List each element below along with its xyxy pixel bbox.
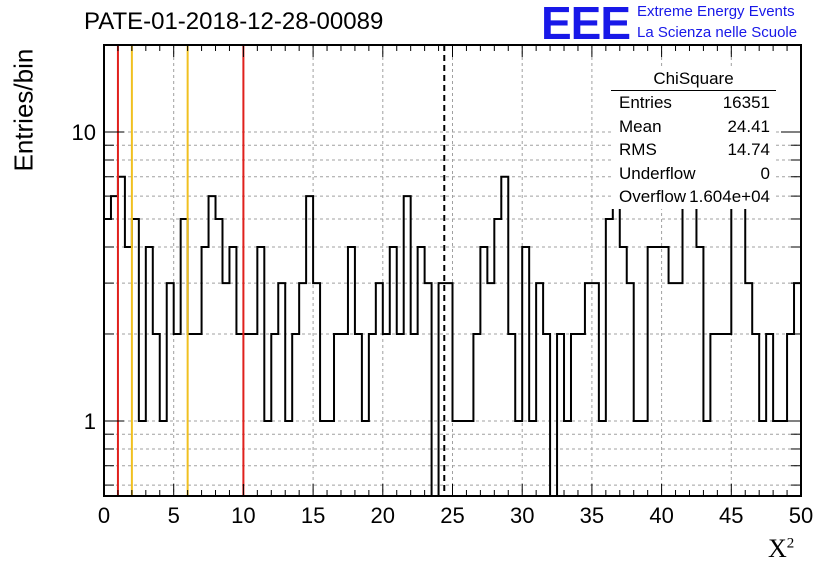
stats-row-underflow: Underflow 0 (611, 162, 776, 186)
chart-title: PATE-01-2018-12-28-00089 (84, 8, 384, 35)
x-tick-label: 45 (719, 503, 743, 528)
stat-name: Overflow (619, 187, 687, 206)
logo-caption-line1: Extreme Energy Events (637, 3, 795, 20)
x-tick-label: 10 (231, 503, 255, 528)
y-tick-label: 10 (72, 120, 96, 145)
x-tick-label: 40 (649, 503, 673, 528)
x-tick-label: 20 (371, 503, 395, 528)
x-tick-label: 35 (580, 503, 604, 528)
stat-value: 24.41 (727, 116, 770, 136)
stat-value: 0 (760, 163, 770, 183)
histogram-series (104, 158, 801, 496)
stats-title: ChiSquare (611, 68, 776, 91)
stat-name: Entries (619, 93, 672, 112)
stat-name: Mean (619, 116, 662, 136)
x-tick-label: 25 (440, 503, 464, 528)
stats-row-rms: RMS 14.74 (611, 138, 776, 162)
eee-logo: EEE (541, 0, 631, 49)
x-axis-label: X2 (768, 534, 794, 564)
x-axis-label-superscript: 2 (786, 535, 795, 552)
stats-row-mean: Mean 24.41 (611, 115, 776, 139)
stat-value: 16351 (722, 93, 770, 112)
x-tick-label: 15 (301, 503, 325, 528)
stat-name: Underflow (619, 163, 696, 183)
x-tick-label: 0 (98, 503, 110, 528)
y-tick-label: 1 (84, 409, 96, 434)
y-axis-label: Entries/bin (8, 48, 39, 172)
stats-row-overflow: Overflow 1.604e+04 (611, 185, 776, 209)
stat-value: 1.604e+04 (689, 187, 770, 206)
stat-value: 14.74 (727, 140, 770, 159)
stat-name: RMS (619, 140, 657, 159)
stats-row-entries: Entries 16351 (611, 91, 776, 115)
stats-box: ChiSquare Entries 16351 Mean 24.41 RMS 1… (611, 68, 776, 209)
x-tick-label: 50 (789, 503, 813, 528)
x-axis-label-base: X (768, 534, 787, 563)
x-tick-label: 5 (168, 503, 180, 528)
x-tick-label: 30 (510, 503, 534, 528)
logo-caption-line2: La Scienza nelle Scuole (637, 24, 798, 41)
